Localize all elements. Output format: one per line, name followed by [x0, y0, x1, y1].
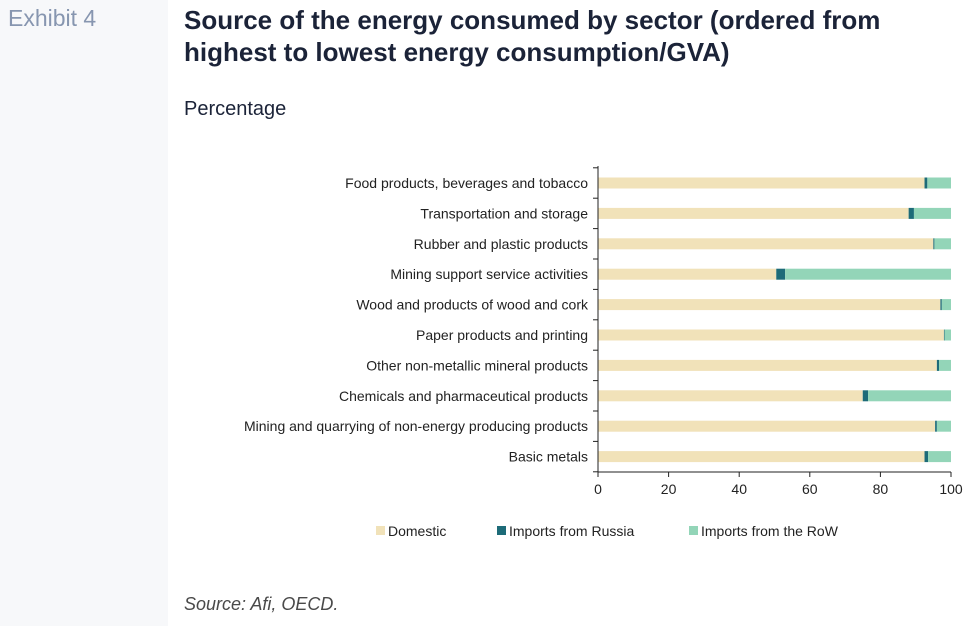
bar-segment-domestic — [598, 177, 925, 189]
legend-label: Imports from the RoW — [701, 523, 839, 539]
bar-segment-domestic — [598, 329, 944, 341]
bar-segment-imports-from-the-row — [944, 329, 951, 341]
bar-segment-imports-from-russia — [924, 177, 928, 189]
source-note: Source: Afi, OECD. — [184, 594, 339, 614]
bar-segment-domestic — [598, 238, 934, 250]
category-label: Rubber and plastic products — [414, 236, 588, 252]
bar-segment-imports-from-the-row — [941, 299, 951, 311]
category-label: Food products, beverages and tobacco — [345, 175, 588, 191]
chart-subtitle: Percentage — [184, 98, 287, 120]
category-label: Transportation and storage — [420, 205, 588, 221]
bar-segment-imports-from-the-row — [938, 359, 951, 371]
legend: Domestic Imports from Russia Imports from … — [376, 523, 839, 539]
bar-segment-domestic — [598, 359, 937, 371]
bar-segment-imports-from-the-row — [934, 238, 951, 250]
bar-segment-domestic — [598, 268, 777, 280]
legend-swatch — [497, 526, 506, 535]
category-label: Other non-metallic mineral products — [366, 357, 588, 373]
category-label: Chemicals and pharmaceutical products — [339, 388, 588, 404]
bar-segment-imports-from-russia — [940, 299, 942, 311]
category-label: Mining support service activities — [390, 266, 588, 282]
category-label: Wood and products of wood and cork — [356, 297, 589, 313]
bar-segment-imports-from-russia — [936, 359, 939, 371]
bar-segment-imports-from-russia — [908, 207, 914, 219]
x-tick-label: 20 — [661, 481, 677, 497]
bar-segment-imports-from-russia — [862, 390, 869, 402]
x-tick-label: 100 — [939, 481, 963, 497]
exhibit-label: Exhibit 4 — [8, 5, 97, 31]
bar-area — [598, 177, 951, 463]
bar-segment-imports-from-russia — [776, 268, 786, 280]
bar-segment-imports-from-russia — [935, 420, 937, 432]
x-tick-label: 60 — [802, 481, 818, 497]
bar-segment-imports-from-the-row — [785, 268, 951, 280]
x-tick-label: 0 — [594, 481, 602, 497]
category-label: Basic metals — [509, 449, 588, 465]
legend-swatch — [376, 526, 385, 535]
bar-segment-imports-from-russia — [943, 329, 945, 341]
category-label: Paper products and printing — [416, 327, 588, 343]
x-tick-label: 40 — [731, 481, 747, 497]
x-tick-label: 80 — [873, 481, 889, 497]
bar-segment-imports-from-the-row — [868, 390, 951, 402]
legend-label: Domestic — [388, 523, 446, 539]
bar-segment-domestic — [598, 390, 863, 402]
bar-segment-domestic — [598, 207, 909, 219]
bar-segment-imports-from-russia — [924, 451, 929, 463]
bar-segment-imports-from-russia — [933, 238, 935, 250]
category-label: Mining and quarrying of non-energy produ… — [244, 418, 588, 434]
category-labels: Food products, beverages and tobacco Tran… — [244, 175, 589, 465]
legend-swatch — [689, 526, 698, 535]
left-margin-strip — [0, 0, 168, 626]
x-axis: 0 20 40 60 80 100 — [593, 166, 963, 497]
bar-segment-domestic — [598, 420, 936, 432]
bar-segment-domestic — [598, 299, 941, 311]
bar-segment-imports-from-the-row — [927, 177, 951, 189]
bar-segment-domestic — [598, 451, 925, 463]
legend-label: Imports from Russia — [509, 523, 634, 539]
bar-segment-imports-from-the-row — [936, 420, 951, 432]
chart-title: Source of the energy consumed by sector … — [184, 5, 881, 67]
bar-segment-imports-from-the-row — [913, 207, 951, 219]
bar-segment-imports-from-the-row — [928, 451, 951, 463]
